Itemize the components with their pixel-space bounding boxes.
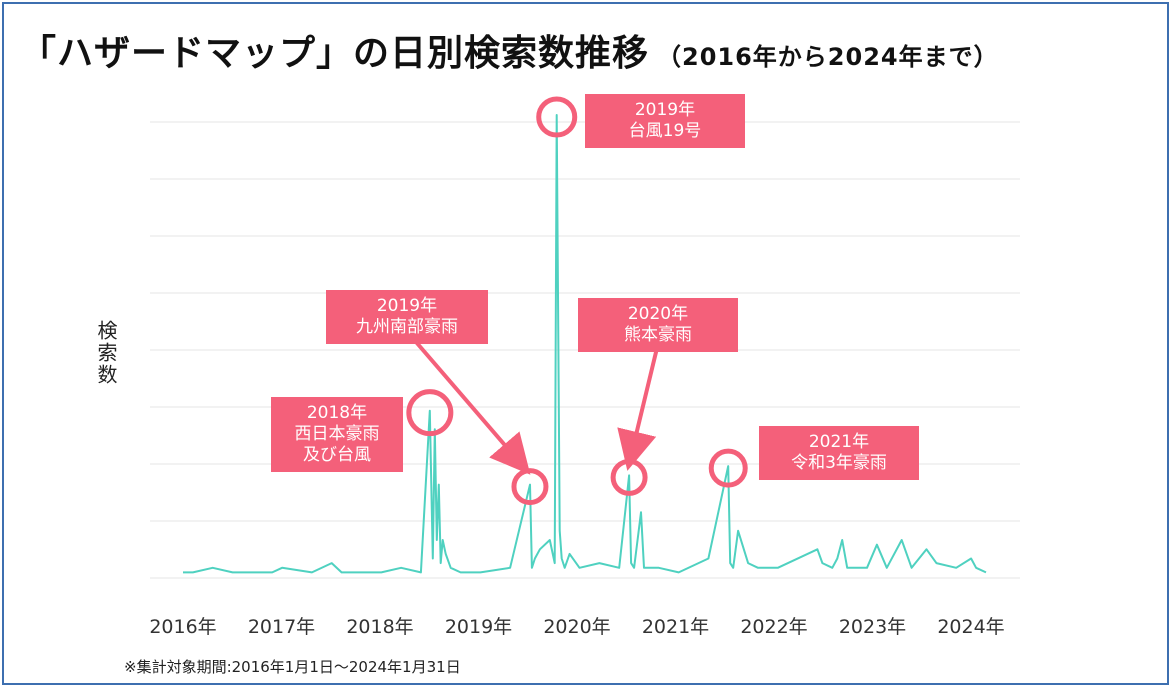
callout-reiwa3-line2: 令和3年豪雨: [791, 453, 887, 473]
x-tick-label: 2021年: [642, 616, 709, 638]
annotation-circle: [708, 448, 748, 488]
x-tick-label: 2017年: [248, 616, 315, 638]
callout-typhoon19: 2019年 台風19号: [585, 94, 745, 148]
callout-typhoon19-line2: 台風19号: [628, 121, 702, 141]
x-tick-label: 2022年: [740, 616, 807, 638]
footnote: ※集計対象期間:2016年1月1日～2024年1月31日: [124, 658, 461, 676]
callout-reiwa3: 2021年 令和3年豪雨: [759, 426, 919, 480]
callout-kumamoto: 2020年 熊本豪雨: [578, 298, 738, 352]
callout-kumamoto-line2: 熊本豪雨: [624, 325, 692, 345]
x-tick-labels: 2016年 2017年 2018年 2019年 2020年 2021年 2022年 2023年…: [149, 616, 1004, 638]
callout-typhoon19-line1: 2019年: [634, 100, 696, 120]
y-axis-label: 検索数: [94, 320, 118, 386]
callout-west-japan: 2018年 西日本豪雨 及び台風: [271, 397, 403, 472]
callout-kyushu-line2: 九州南部豪雨: [356, 317, 458, 337]
annotation-circle: [536, 96, 578, 138]
annotation-circle: [406, 389, 454, 437]
arrow-kumamoto: [617, 347, 659, 471]
x-tick-label: 2016年: [149, 616, 216, 638]
x-tick-label: 2023年: [839, 616, 906, 638]
x-tick-label: 2018年: [346, 616, 413, 638]
annotation-marks: [406, 96, 748, 506]
callout-kyushu-line1: 2019年: [376, 296, 438, 316]
callout-kumamoto-line1: 2020年: [627, 304, 689, 324]
arrow-kyushu: [408, 333, 531, 475]
callout-west-japan-line1: 2018年: [306, 403, 368, 423]
callout-kyushu: 2019年 九州南部豪雨: [326, 290, 488, 344]
chart-title-sub: （2016年から2024年まで）: [657, 43, 999, 71]
callout-west-japan-line3: 及び台風: [303, 445, 371, 465]
x-tick-label: 2020年: [543, 616, 610, 638]
callout-west-japan-line2: 西日本豪雨: [294, 424, 380, 444]
chart-title-main: 「ハザードマップ」の日別検索数推移: [20, 33, 650, 74]
chart-title: 「ハザードマップ」の日別検索数推移 （2016年から2024年まで）: [20, 24, 999, 76]
series-group: [183, 114, 987, 574]
x-tick-label: 2019年: [445, 616, 512, 638]
callout-reiwa3-line1: 2021年: [808, 432, 870, 452]
series-line: [183, 114, 987, 574]
x-tick-label: 2024年: [937, 616, 1004, 638]
